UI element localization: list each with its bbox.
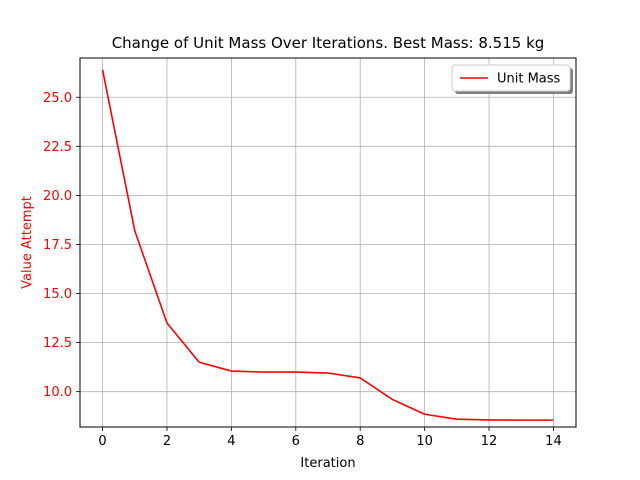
y-tick-label: 20.0 xyxy=(43,189,72,204)
y-tick-label: 17.5 xyxy=(43,238,72,253)
plot-frame xyxy=(79,57,577,428)
y-tick-label: 25.0 xyxy=(43,91,72,106)
x-tick-label: 6 xyxy=(292,434,300,449)
legend-box xyxy=(451,64,571,92)
y-axis: 10.0 12.5 15.0 17.5 20.0 22.5 25.0 xyxy=(43,91,80,400)
legend: Unit Mass xyxy=(451,64,573,94)
legend-label: Unit Mass xyxy=(497,72,561,87)
grid xyxy=(80,58,576,427)
y-tick-label: 15.0 xyxy=(43,287,72,302)
x-tick-label: 0 xyxy=(98,434,106,449)
series-layer xyxy=(101,69,554,421)
y-axis-title: Value Attempt xyxy=(20,196,35,289)
y-tick-label: 10.0 xyxy=(43,385,72,400)
x-tick-label: 14 xyxy=(545,434,562,449)
x-axis: 0 2 4 6 8 10 12 14 xyxy=(98,427,562,449)
chart-title: Change of Unit Mass Over Iterations. Bes… xyxy=(112,34,545,52)
x-tick-label: 4 xyxy=(227,434,235,449)
y-tick-label: 22.5 xyxy=(43,140,72,155)
x-tick-label: 8 xyxy=(356,434,364,449)
series-line-unit-mass xyxy=(101,69,554,421)
x-tick-label: 2 xyxy=(163,434,171,449)
x-tick-label: 12 xyxy=(481,434,498,449)
y-tick-label: 12.5 xyxy=(43,336,72,351)
x-tick-label: 10 xyxy=(416,434,433,449)
x-axis-title: Iteration xyxy=(300,456,355,471)
